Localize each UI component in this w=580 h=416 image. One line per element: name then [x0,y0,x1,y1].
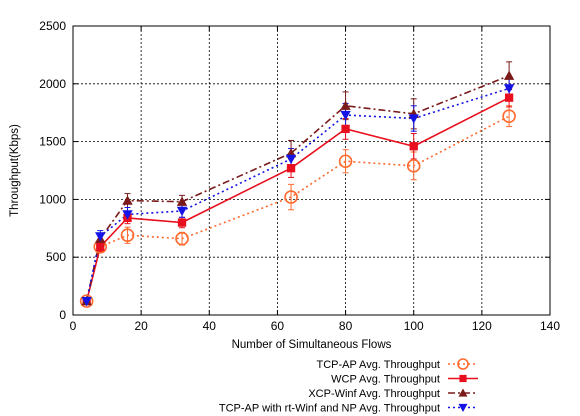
data-point [95,232,106,242]
x-tick-label: 40 [203,319,217,333]
data-point [286,164,296,173]
data-point [340,100,351,110]
data-point [122,210,133,220]
legend-marker [458,388,468,397]
data-point [122,195,133,205]
series-line-0 [85,115,510,302]
data-point [284,190,298,204]
x-tick-label: 140 [540,319,560,333]
x-tick-label: 80 [339,319,353,333]
data-point [406,159,421,173]
data-point [408,114,419,124]
legend-label: WCP Avg. Throughput [331,374,440,386]
data-point [338,154,353,169]
series-markers [79,70,516,308]
data-point [340,110,351,121]
data-point [176,206,188,217]
x-tick-label: 0 [70,319,77,333]
data-point [503,84,515,94]
legend-label: TCP-AP with rt-Winf and NP Avg. Throughp… [219,403,440,415]
x-tick-label: 60 [271,319,285,333]
y-tick-label: 2000 [39,77,66,91]
data-point [504,93,514,102]
data-point [503,70,515,80]
series-lines [85,74,510,302]
series-line-2 [85,74,510,302]
legend-marker [459,374,467,383]
data-point [177,218,187,227]
data-point [79,294,94,308]
legend-marker [457,358,469,370]
series-line-3 [85,87,510,302]
data-point [285,154,297,165]
axis-ticks: 0 20 40 60 80 100 120 140 0 500 1000 1500 2000 2500 [39,19,560,333]
legend-marker [458,403,468,412]
plot-frame [72,25,551,316]
grid [73,26,550,315]
legend: TCP-AP Avg. Throughput WCP Avg. Throughpu… [219,358,478,415]
error-bars [83,61,513,304]
y-tick-label: 1000 [39,192,66,206]
y-axis-label: Throughput(Kbps) [9,124,21,217]
x-axis-label: Number of Simultaneous Flows [232,339,392,351]
data-point [176,196,188,206]
legend-label: TCP-AP Avg. Throughput [316,359,440,371]
x-tick-label: 20 [134,319,148,333]
data-point [120,228,135,243]
y-tick-label: 500 [46,250,66,264]
y-tick-label: 1500 [39,135,66,149]
y-tick-label: 0 [59,308,66,322]
data-point [502,109,516,123]
y-tick-label: 2500 [39,19,66,33]
x-tick-label: 100 [404,319,424,333]
data-point [341,124,350,134]
x-tick-label: 120 [472,319,492,333]
legend-label: XCP-Winf Avg. Throughput [308,388,440,400]
data-point [175,231,189,246]
data-point [81,296,92,307]
data-point [96,242,105,251]
data-point [409,142,418,151]
